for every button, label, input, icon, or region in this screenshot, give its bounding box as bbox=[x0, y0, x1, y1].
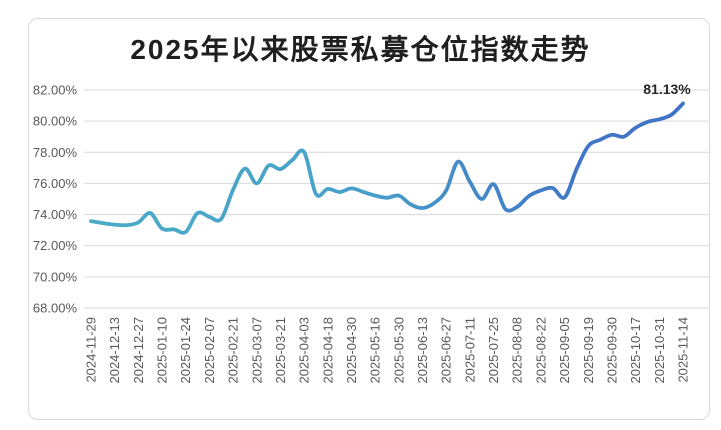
y-axis-label: 68.00% bbox=[33, 301, 78, 316]
x-axis-label: 2025-05-30 bbox=[391, 317, 406, 384]
x-axis-label: 2025-09-30 bbox=[604, 317, 619, 384]
chart-title: 2025年以来股票私募仓位指数走势 bbox=[130, 34, 591, 65]
y-axis-labels: 82.00% 80.00% 78.00% 76.00% 74.00% 72.00% 70.0… bbox=[33, 83, 78, 316]
y-axis-label: 70.00% bbox=[33, 269, 78, 284]
series-line bbox=[89, 101, 685, 235]
y-axis-label: 76.00% bbox=[33, 176, 78, 191]
x-axis-label: 2025-07-11 bbox=[462, 317, 477, 383]
x-axis-label: 2025-02-21 bbox=[226, 317, 241, 384]
x-axis-label: 2024-12-13 bbox=[107, 317, 122, 384]
last-value-label: 81.13% bbox=[643, 81, 691, 97]
x-axis-label: 2025-07-25 bbox=[486, 317, 501, 384]
x-axis-label: 2025-08-08 bbox=[510, 317, 525, 384]
x-axis-label: 2025-10-31 bbox=[652, 317, 667, 384]
x-axis-label: 2025-09-05 bbox=[557, 317, 572, 384]
gridlines bbox=[84, 89, 710, 309]
x-axis-label: 2025-10-17 bbox=[628, 317, 643, 384]
y-axis-label: 74.00% bbox=[33, 207, 78, 222]
x-axis-label: 2025-01-24 bbox=[178, 317, 193, 384]
x-axis-label: 2025-03-21 bbox=[273, 317, 288, 384]
x-axis-labels: 2024-11-29 2024-12-13 2024-12-27 2025-01-10… bbox=[84, 317, 691, 384]
y-axis-label: 80.00% bbox=[33, 114, 78, 129]
x-axis-label: 2025-06-13 bbox=[415, 317, 430, 384]
x-axis-label: 2024-11-29 bbox=[84, 317, 99, 383]
x-axis-label: 2025-02-07 bbox=[202, 317, 217, 384]
series-group: 81.13% bbox=[89, 81, 691, 235]
x-axis-label: 2025-03-07 bbox=[249, 317, 264, 384]
x-axis-label: 2025-04-30 bbox=[344, 317, 359, 384]
x-axis-label: 2025-01-10 bbox=[155, 317, 170, 384]
y-axis-label: 82.00% bbox=[33, 83, 78, 98]
y-axis-label: 72.00% bbox=[33, 238, 78, 253]
x-axis-label: 2025-04-18 bbox=[320, 317, 335, 384]
x-axis-label: 2025-08-22 bbox=[533, 317, 548, 384]
x-axis-label: 2025-06-27 bbox=[439, 317, 454, 384]
x-axis-label: 2025-04-03 bbox=[297, 317, 312, 384]
x-axis-label: 2025-05-16 bbox=[368, 317, 383, 384]
x-axis-label: 2024-12-27 bbox=[131, 317, 146, 384]
x-axis-label: 2025-09-19 bbox=[581, 317, 596, 384]
x-axis-label: 2025-11-14 bbox=[676, 317, 691, 383]
y-axis-label: 78.00% bbox=[33, 145, 78, 160]
